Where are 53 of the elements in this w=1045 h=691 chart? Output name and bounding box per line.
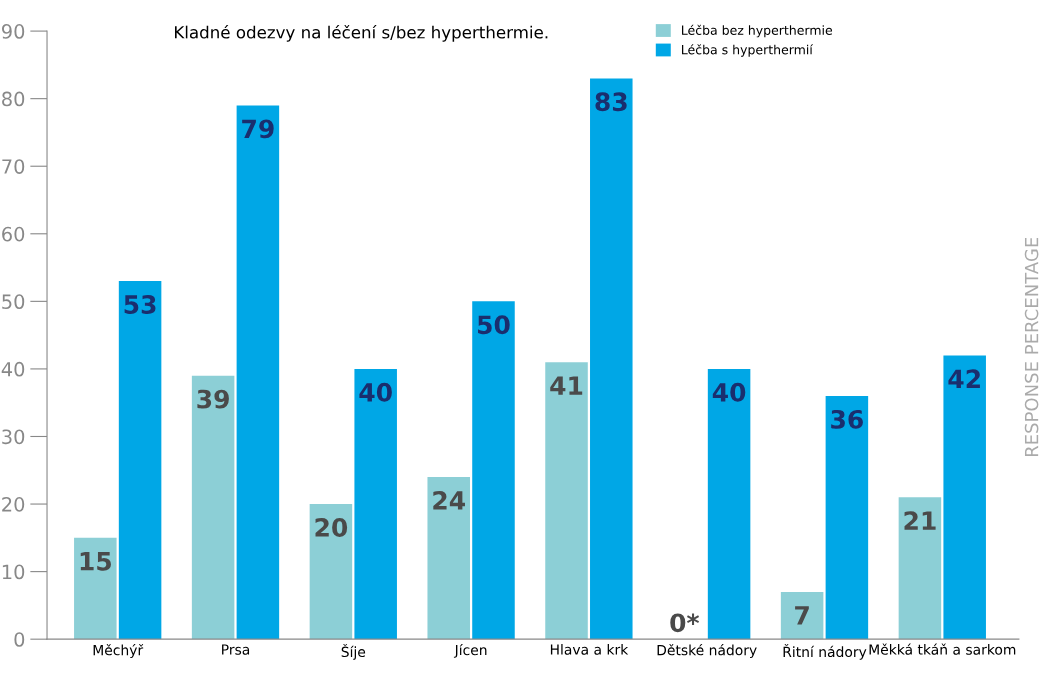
data-label: 40 bbox=[359, 382, 392, 402]
bar bbox=[118, 281, 162, 640]
data-label: 39 bbox=[197, 389, 229, 409]
data-label: 41 bbox=[550, 376, 583, 395]
y-tick-label: 70 bbox=[2, 159, 25, 174]
x-tick-label: Dětské nádory bbox=[657, 644, 757, 659]
chart-title: Kladné odezvy na léčení s/bez hyperthermie. bbox=[175, 25, 548, 42]
bar bbox=[427, 477, 470, 640]
y-tick-label: 40 bbox=[1, 361, 25, 377]
bar bbox=[354, 368, 397, 640]
data-label: 53 bbox=[124, 295, 156, 314]
x-tick-label: Jícen bbox=[453, 643, 487, 658]
y-tick-label: 10 bbox=[2, 564, 25, 580]
data-label: 21 bbox=[904, 511, 936, 530]
x-tick-label: Hlava a krk bbox=[550, 644, 629, 655]
data-label: 20 bbox=[315, 518, 348, 537]
data-label: 42 bbox=[948, 369, 980, 388]
data-label: 83 bbox=[595, 92, 627, 112]
bar bbox=[943, 355, 986, 640]
x-tick-label: Řitní nádory bbox=[783, 644, 867, 660]
y-tick-label: 30 bbox=[2, 429, 25, 445]
legend-label: Léčba bez hyperthermie bbox=[682, 24, 833, 38]
bar bbox=[74, 537, 117, 640]
data-label: 79 bbox=[242, 119, 274, 139]
x-tick-label: Šíje bbox=[341, 644, 366, 660]
bar bbox=[472, 301, 515, 640]
y-tick-label: 50 bbox=[2, 294, 25, 310]
y-tick-label: 90 bbox=[1, 24, 25, 39]
x-tick-label: Prsa bbox=[222, 644, 250, 655]
bar bbox=[825, 395, 869, 640]
data-label: 36 bbox=[831, 409, 863, 429]
x-tick-label: Měkká tkáň a sarkom bbox=[869, 643, 1016, 655]
bar bbox=[780, 591, 824, 640]
data-label: 24 bbox=[433, 490, 465, 510]
legend-label: Léčba s hyperthermií bbox=[682, 44, 814, 57]
bar bbox=[309, 504, 353, 640]
x-tick-label: Měchýř bbox=[93, 644, 144, 659]
data-label: 40 bbox=[712, 382, 746, 402]
data-label: 0* bbox=[670, 613, 700, 633]
y-tick-label: 20 bbox=[2, 497, 25, 512]
data-label: 15 bbox=[80, 552, 111, 571]
bar bbox=[545, 362, 588, 640]
bar bbox=[707, 368, 751, 640]
data-label: 50 bbox=[478, 315, 510, 335]
y-tick-label: 0 bbox=[14, 632, 25, 647]
bar bbox=[898, 497, 942, 640]
data-label: 7 bbox=[795, 606, 809, 625]
y-axis-title: RESPONSE PERCENTAGE bbox=[1024, 237, 1039, 457]
y-tick-label: 60 bbox=[2, 226, 25, 242]
bar bbox=[590, 78, 633, 640]
y-tick-label: 80 bbox=[2, 91, 25, 107]
bar bbox=[191, 375, 235, 640]
bar bbox=[236, 105, 280, 640]
